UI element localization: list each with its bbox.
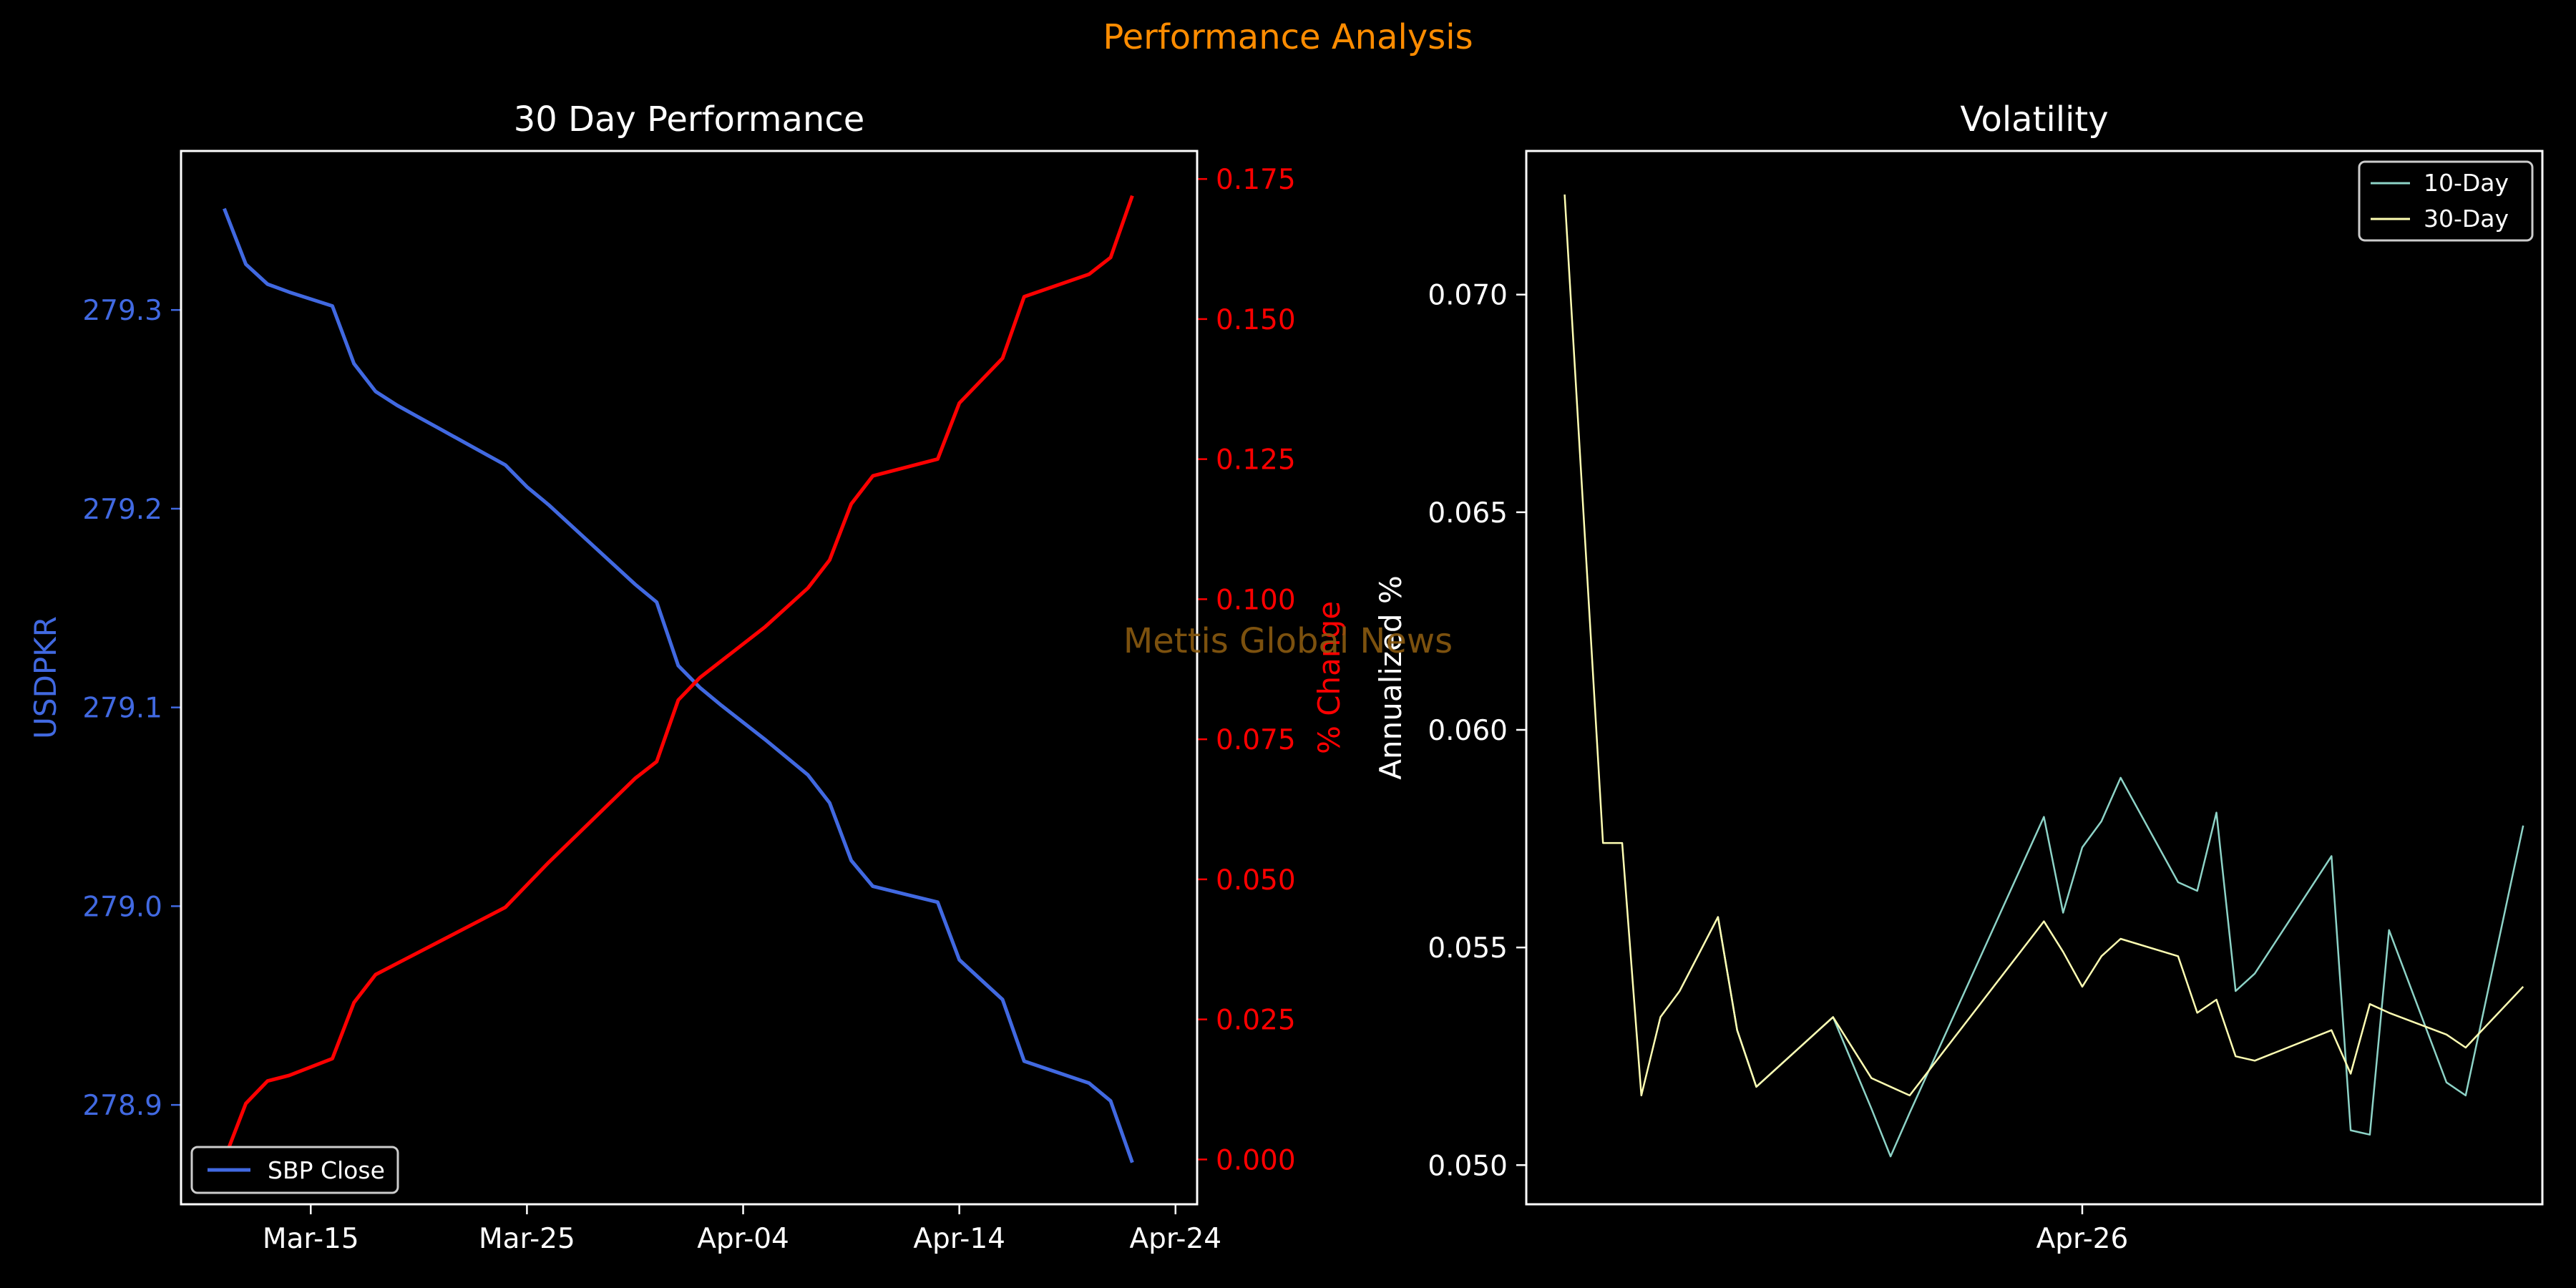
y2-tick-label: 0.000 (1216, 1144, 1296, 1176)
x-tick-label: Mar-25 (479, 1223, 575, 1255)
y-tick-label: 279.3 (82, 295, 162, 327)
x-tick-label: Apr-24 (1129, 1223, 1221, 1255)
series-line-sbp-close (223, 208, 1134, 1163)
legend-label-10-day: 10-Day (2424, 169, 2509, 197)
legend-label-30-day: 30-Day (2424, 205, 2509, 233)
y-axis-label: USDPKR (28, 616, 63, 739)
chart-30-day-performance: 30 Day Performance Mar-15 Mar-25 Apr-04 Apr… (28, 99, 1347, 1255)
y2-tick-label: 0.150 (1216, 304, 1296, 336)
y2-tick-label: 0.050 (1216, 864, 1296, 897)
y-tick-label: 279.0 (82, 891, 162, 923)
legend-box (190, 1146, 399, 1194)
legend: 10-Day 30-Day (2358, 160, 2534, 242)
legend-box (2358, 160, 2534, 242)
chart-title: Volatility (1960, 99, 2108, 140)
chart-marks: Apr-26 0.050 0.055 0.060 0.065 0.070 (1428, 194, 2524, 1255)
series-line-pct-change (223, 195, 1134, 1161)
y-tick-label: 0.060 (1428, 715, 1508, 747)
y-tick-label: 279.1 (82, 693, 162, 725)
series-line-10-day (1717, 776, 2524, 1158)
x-tick-label: Apr-14 (913, 1223, 1005, 1255)
y-tick-label: 279.2 (82, 494, 162, 526)
plot-frame (180, 150, 1199, 1206)
y2-tick-label: 0.075 (1216, 724, 1296, 756)
figure-suptitle: Performance Analysis (1103, 17, 1473, 57)
watermark: Mettis Global News (1123, 621, 1453, 661)
y2-tick-label: 0.025 (1216, 1005, 1296, 1037)
y-tick-label: 0.070 (1428, 280, 1508, 312)
x-tick-label: Apr-04 (697, 1223, 789, 1255)
y-tick-label: 278.9 (82, 1090, 162, 1122)
y2-tick-label: 0.100 (1216, 584, 1296, 616)
y-axis-label: Annualized % (1373, 575, 1408, 779)
plot-frame (1525, 150, 2544, 1206)
x-tick-label: Mar-15 (263, 1223, 359, 1255)
y2-axis-label: % Change (1312, 601, 1347, 754)
chart-marks: Mar-15 Mar-25 Apr-04 Apr-14 Apr-24 278.9 279.0… (82, 164, 1295, 1255)
series-line-30-day (1563, 194, 2524, 1097)
chart-title: 30 Day Performance (514, 99, 865, 140)
legend-label-sbp-close: SBP Close (268, 1156, 385, 1184)
chart-volatility: Volatility Apr-26 0.050 0.055 0.060 0.065 0.0… (1373, 99, 2544, 1255)
y-tick-label: 0.055 (1428, 932, 1508, 965)
y2-tick-label: 0.175 (1216, 164, 1296, 196)
y-tick-label: 0.065 (1428, 497, 1508, 530)
y-tick-label: 0.050 (1428, 1150, 1508, 1182)
y2-tick-label: 0.125 (1216, 444, 1296, 477)
x-tick-label: Apr-26 (2036, 1223, 2129, 1255)
legend: SBP Close (190, 1146, 399, 1194)
